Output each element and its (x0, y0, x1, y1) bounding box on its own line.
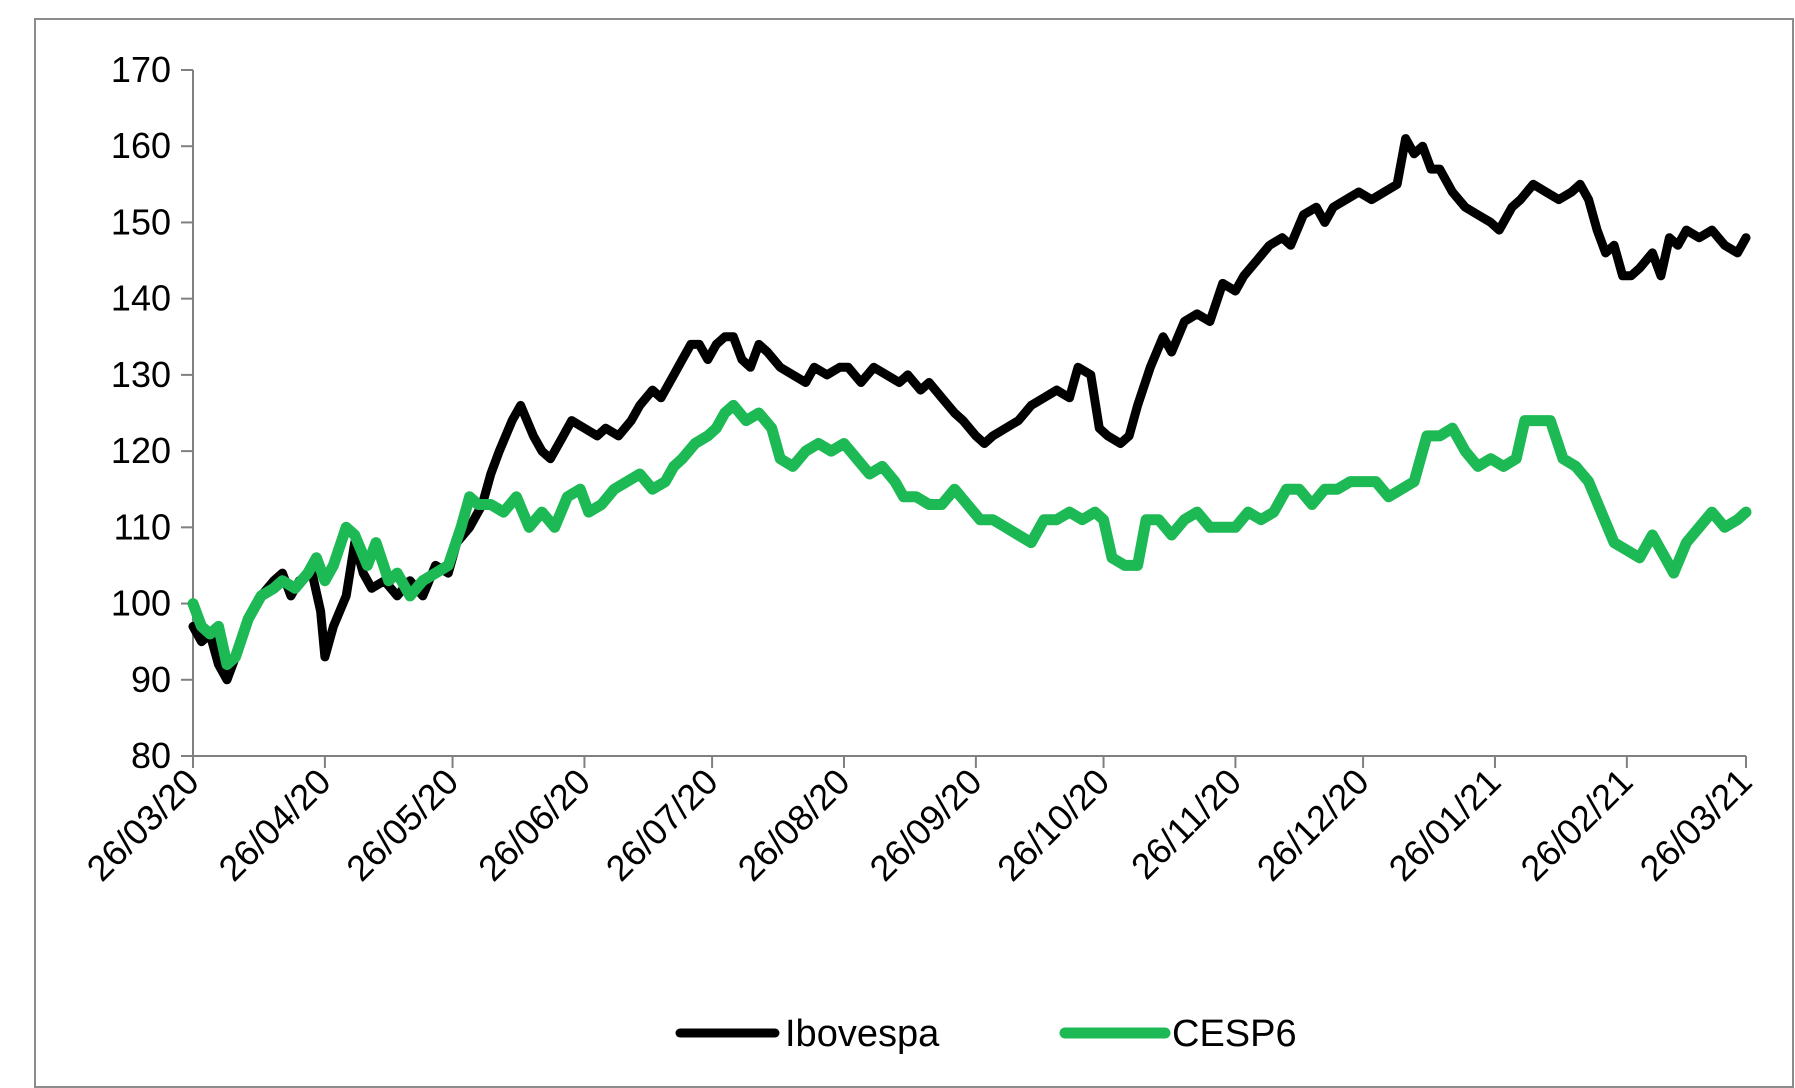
x-tick-label: 26/04/20 (210, 761, 338, 889)
y-tick-label: 130 (111, 354, 171, 395)
legend-label-ibovespa: Ibovespa (785, 1013, 940, 1055)
y-tick-label: 170 (111, 49, 171, 90)
y-axis-ticks: 80 90 100 110 120 130 140 150 160 170 (111, 49, 193, 776)
x-tick-label: 26/09/20 (861, 761, 989, 889)
series-layer (187, 134, 1752, 685)
x-tick-label: 26/10/20 (989, 761, 1117, 889)
series-line-cesp6 (187, 399, 1752, 670)
x-tick-label: 26/11/20 (1123, 761, 1249, 887)
x-tick-label: 26/08/20 (730, 761, 858, 889)
y-tick-label: 160 (111, 125, 171, 166)
axes (192, 70, 1746, 757)
x-tick-label: 26/05/20 (338, 761, 466, 889)
x-tick-label: 26/12/20 (1249, 761, 1377, 889)
y-tick-label: 100 (111, 583, 171, 624)
y-tick-label: 110 (114, 506, 171, 547)
legend: Ibovespa CESP6 (675, 1013, 1297, 1055)
x-tick-label: 26/07/20 (598, 761, 726, 889)
x-axis-ticks: 26/03/20 26/04/20 26/05/20 26/06/20 26/07/20… (79, 756, 1760, 889)
y-tick-label: 120 (111, 430, 171, 471)
chart-frame (34, 18, 1794, 1088)
legend-label-cesp6: CESP6 (1172, 1013, 1297, 1055)
x-tick-label: 26/06/20 (470, 761, 598, 889)
y-tick-label: 150 (111, 201, 171, 242)
x-tick-label: 26/03/21 (1632, 761, 1760, 889)
x-tick-label: 26/02/21 (1512, 761, 1640, 889)
y-tick-label: 90 (131, 659, 171, 700)
series-line-ibovespa (188, 134, 1751, 685)
y-tick-label: 80 (131, 735, 171, 776)
y-tick-label: 140 (111, 278, 171, 319)
x-tick-label: 26/03/20 (79, 761, 207, 889)
x-tick-label: 26/01/21 (1381, 761, 1509, 889)
